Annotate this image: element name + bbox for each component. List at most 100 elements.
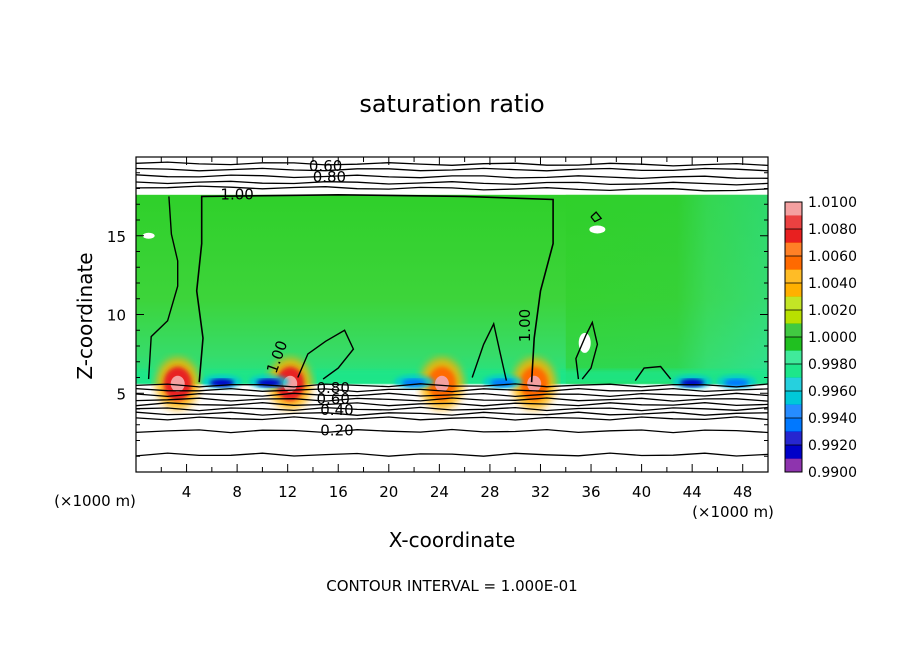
y-tick-label: 10 <box>107 307 126 325</box>
contour-1.00-left <box>147 196 179 380</box>
x-tick-label: 28 <box>480 483 499 501</box>
x-tick-label: 24 <box>430 483 449 501</box>
field-spot-6 <box>394 374 435 389</box>
y-tick-labels: 5 10 15 <box>107 228 126 404</box>
x-tick-label: 44 <box>683 483 702 501</box>
contour-1.00-right <box>634 365 672 382</box>
colorbar-label: 1.0080 <box>808 222 857 238</box>
contour-1.00-cell <box>575 320 599 380</box>
x-tick-label: 12 <box>278 483 297 501</box>
x-tick-label: 8 <box>232 483 242 501</box>
contour-lower-4 <box>136 402 768 407</box>
colorbar-label: 0.9900 <box>808 465 857 481</box>
x-tick-label: 32 <box>531 483 550 501</box>
colorbar-swatch <box>785 296 802 311</box>
contour-upper-1 <box>136 167 768 172</box>
chart-title: saturation ratio <box>359 90 544 118</box>
colorbar-label: 0.9920 <box>808 438 857 454</box>
contour-lower-2 <box>136 392 768 398</box>
contour-lower-1 <box>136 387 768 393</box>
colorbar-swatch <box>785 310 802 324</box>
field-spot-8 <box>672 374 713 389</box>
x-tick-label: 36 <box>581 483 600 501</box>
y-axis-label: Z-coordinate <box>73 252 97 379</box>
contour-label-8: 0.20 <box>320 422 353 440</box>
colorbar-swatch <box>785 350 802 365</box>
colorbar-swatch <box>785 364 802 378</box>
contour-1.00-small <box>590 211 603 223</box>
colorbar-label: 0.9960 <box>808 384 857 400</box>
y-tick-label: 15 <box>107 228 126 246</box>
x-tick-labels: 4 8 12 16 20 24 28 32 36 40 44 48 <box>182 483 752 501</box>
contour-1.00-plume <box>471 321 508 381</box>
y-tick-label: 5 <box>116 385 126 403</box>
field-spot-3 <box>512 357 557 410</box>
contour-label-2: 1.00 <box>220 185 253 203</box>
x-axis-label: X-coordinate <box>389 528 516 552</box>
x-tick-label: 20 <box>379 483 398 501</box>
contour-lower-3 <box>136 397 768 402</box>
colorbar-label: 1.0040 <box>808 276 857 292</box>
colorbar-label: 0.9980 <box>808 357 857 373</box>
contour-lower-9 <box>136 452 768 457</box>
contour-label-0: 0.60 <box>309 157 342 175</box>
contour-lower-7 <box>136 416 768 421</box>
colorbar-swatch <box>785 202 802 216</box>
x-tick-label: 40 <box>632 483 651 501</box>
saturation-field <box>136 194 768 384</box>
contour-lower-6 <box>136 411 768 416</box>
contour-lower-0 <box>136 383 768 388</box>
colorbar-swatch <box>785 391 802 405</box>
x-tick-label: 4 <box>182 483 192 501</box>
contour-labels: 0.600.801.001.001.000.800.600.400.20 <box>220 157 533 440</box>
contour-label-5: 0.80 <box>316 379 349 397</box>
contour-lower-8 <box>136 428 768 434</box>
colorbar-swatch <box>785 445 802 459</box>
contour-1.00-envelope <box>195 193 554 383</box>
contour-label-3: 1.00 <box>516 309 534 342</box>
field-spot-2 <box>419 357 464 410</box>
x-tick-label: 48 <box>733 483 752 501</box>
hotspot-layer <box>142 225 757 410</box>
x-unit-right: (×1000 m) <box>692 503 774 521</box>
colorbar-swatch <box>785 242 802 257</box>
colorbar-swatch <box>785 458 802 473</box>
colorbar-swatch <box>785 283 802 297</box>
colorbar-swatch <box>785 269 802 284</box>
plot-area <box>136 161 768 457</box>
x-unit-left: (×1000 m) <box>54 492 136 510</box>
contour-interval-note: CONTOUR INTERVAL = 1.000E-01 <box>326 577 577 595</box>
colorbar-label: 1.0000 <box>808 330 857 346</box>
field-spot-9 <box>716 374 757 389</box>
x-tick-label: 16 <box>329 483 348 501</box>
contour-upper-2 <box>136 174 768 180</box>
colorbar-swatch <box>785 337 802 351</box>
colorbar-swatch <box>785 323 802 338</box>
colorbar-swatch <box>785 404 802 419</box>
colorbar-swatch <box>785 418 802 432</box>
colorbar-swatch <box>785 377 802 392</box>
colorbar-label: 0.9940 <box>808 411 857 427</box>
contour-1.00-mid <box>297 329 355 380</box>
colorbar-swatch <box>785 256 802 270</box>
colorbar-label: 1.0060 <box>808 249 857 265</box>
contour-upper-0 <box>136 161 768 167</box>
colorbar-swatch <box>785 215 802 230</box>
contour-lines <box>136 161 768 457</box>
field-cool-side <box>565 194 768 384</box>
contour-upper-3 <box>136 180 768 186</box>
field-white-blob-2 <box>142 232 155 239</box>
colorbar-label: 1.0020 <box>808 303 857 319</box>
colorbar-swatch <box>785 431 802 446</box>
field-white-blob-1 <box>589 225 606 234</box>
field-white-blob-0 <box>578 332 591 353</box>
field-spot-7 <box>482 374 523 389</box>
colorbar-swatch <box>785 229 802 243</box>
colorbar: 1.0100 1.0080 1.0060 1.0040 1.0020 1.0000 0.99… <box>784 195 857 481</box>
contour-label-7: 0.40 <box>320 401 353 419</box>
contour-label-1: 0.80 <box>313 168 346 186</box>
contour-label-6: 0.60 <box>316 390 349 408</box>
colorbar-label: 1.0100 <box>808 195 857 211</box>
contour-lower-5 <box>136 406 768 412</box>
